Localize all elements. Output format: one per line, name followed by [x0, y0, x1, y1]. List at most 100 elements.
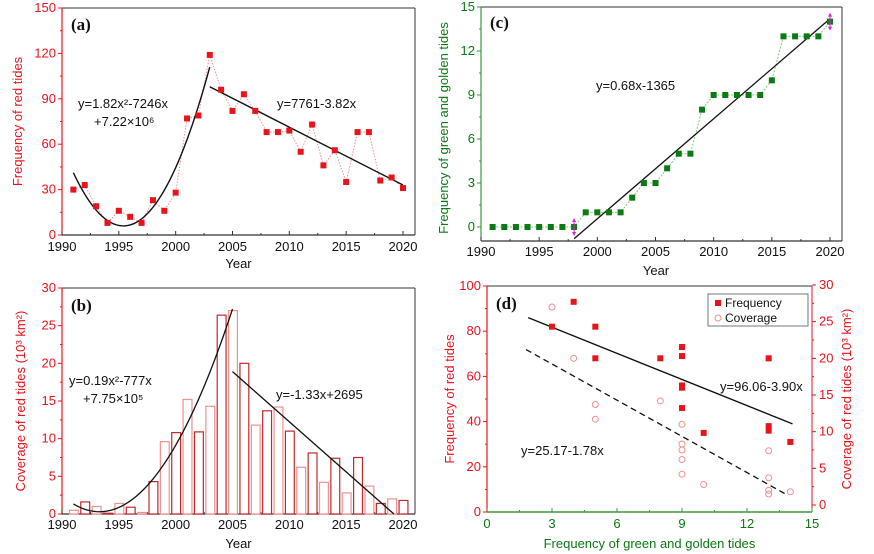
fit-line-linear: [232, 371, 395, 515]
data-point-frequency: [679, 384, 685, 391]
data-point-frequency: [700, 429, 707, 436]
x-tick-label: 12: [740, 516, 754, 531]
data-point-coverage: [678, 456, 686, 464]
bar: [330, 457, 341, 515]
data-point-frequency: [787, 438, 794, 445]
y-tick-label: 6: [468, 131, 475, 146]
panel-c-frequency-green-golden-tides: 1990 1995 2000 2005 2010 2015 2020 0 3 6 9 12 15 Year…: [436, 0, 844, 278]
data-point: [400, 185, 406, 192]
bar: [102, 512, 113, 515]
data-point: [309, 121, 316, 128]
bar: [364, 485, 375, 515]
y-tick-label: 9: [468, 87, 475, 102]
y-tick-label: 120: [34, 45, 56, 60]
x-tick-label: 2015: [332, 239, 361, 254]
data-point-coverage: [548, 303, 556, 311]
legend-frequency-label: Frequency: [725, 296, 782, 310]
data-point: [536, 224, 543, 230]
data-point: [792, 33, 799, 40]
bar: [398, 499, 409, 515]
data-point-frequency: [592, 355, 599, 362]
fit-equation-quadratic-cont: +7.22×10⁶: [94, 114, 154, 129]
data-point-coverage: [678, 446, 686, 454]
series-line-frequency: [73, 54, 404, 224]
data-point: [803, 33, 810, 40]
y-axis-title: Coverage of red tides (10³ km²): [13, 311, 28, 492]
x-tick-label: 2020: [389, 239, 418, 254]
data-point: [365, 129, 372, 136]
data-point: [331, 147, 338, 154]
data-point: [297, 148, 304, 155]
data-point-frequency: [679, 405, 685, 412]
x-tick-label: 2005: [218, 239, 247, 254]
data-point-frequency: [765, 355, 772, 362]
x-tick-label: 2005: [218, 517, 247, 532]
data-point: [104, 219, 111, 226]
x-tick-label: 1995: [104, 239, 133, 254]
data-point-coverage: [678, 470, 686, 478]
data-point: [547, 224, 554, 230]
y-tick-label: 30: [42, 182, 56, 197]
fit-equation-linear: y=7761-3.82x: [277, 96, 357, 111]
data-point: [501, 224, 508, 230]
bar: [68, 509, 79, 515]
data-point-coverage: [591, 415, 599, 423]
data-point-frequency: [679, 353, 685, 360]
arrowhead-icon: [828, 12, 832, 31]
y-right-tick-label: 5: [819, 460, 826, 475]
data-point: [263, 129, 270, 136]
y-tick-label: 0: [49, 506, 56, 521]
legend-coverage-marker: [714, 314, 722, 322]
data-point-coverage: [656, 397, 664, 405]
data-point: [605, 209, 612, 216]
bar: [387, 498, 398, 515]
x-tick-label: 2000: [161, 517, 190, 532]
fit-line-frequency: [527, 316, 793, 425]
bar: [171, 432, 182, 515]
x-axis-title: Year: [643, 263, 670, 278]
data-point: [184, 115, 191, 122]
y-tick-label: 80: [467, 323, 481, 338]
data-point: [629, 194, 636, 201]
data-point: [733, 92, 740, 98]
x-tick-label: 2010: [699, 244, 728, 259]
y-right-tick-label: 20: [819, 350, 833, 365]
x-axis-title: Year: [225, 256, 252, 271]
bar: [318, 481, 329, 515]
bar: [273, 406, 284, 515]
y-tick-label: 0: [49, 227, 56, 242]
bar: [307, 452, 318, 515]
data-point: [722, 92, 729, 98]
bar: [193, 431, 204, 515]
data-point: [377, 177, 384, 184]
x-tick-label: 1990: [467, 244, 496, 259]
y-tick-label: 15: [461, 0, 475, 14]
y-axis-title: Frequency of red tides: [442, 334, 457, 464]
fit-equation-quadratic: y=1.82x²-7246x: [78, 96, 168, 111]
y-tick-label: 10: [42, 431, 56, 446]
fit-equation-coverage: y=25.17-1.78x: [521, 443, 604, 458]
data-point-coverage: [700, 480, 708, 488]
data-point: [617, 209, 624, 216]
data-point: [70, 186, 77, 193]
data-point: [582, 209, 589, 216]
y-tick-label: 5: [49, 468, 56, 483]
bar: [375, 502, 386, 515]
data-point: [559, 224, 566, 230]
y-right-tick-label: 25: [819, 314, 833, 329]
fit-equation-linear: y=-1.33x+2695: [276, 387, 363, 402]
x-tick-label: 1990: [48, 239, 77, 254]
bar: [91, 505, 102, 515]
fit-line-linear: [209, 86, 404, 186]
y-axis-right-title: Coverage of red tides (10³ km²): [839, 309, 854, 490]
bar: [296, 466, 307, 515]
data-point: [240, 91, 247, 98]
x-tick-label: 1990: [48, 517, 77, 532]
fit-equation-linear: y=0.68x-1365: [596, 78, 675, 93]
data-point-frequency: [570, 298, 577, 305]
data-point: [149, 197, 156, 204]
data-point: [652, 180, 659, 186]
fit-line-quadratic: [73, 308, 234, 513]
